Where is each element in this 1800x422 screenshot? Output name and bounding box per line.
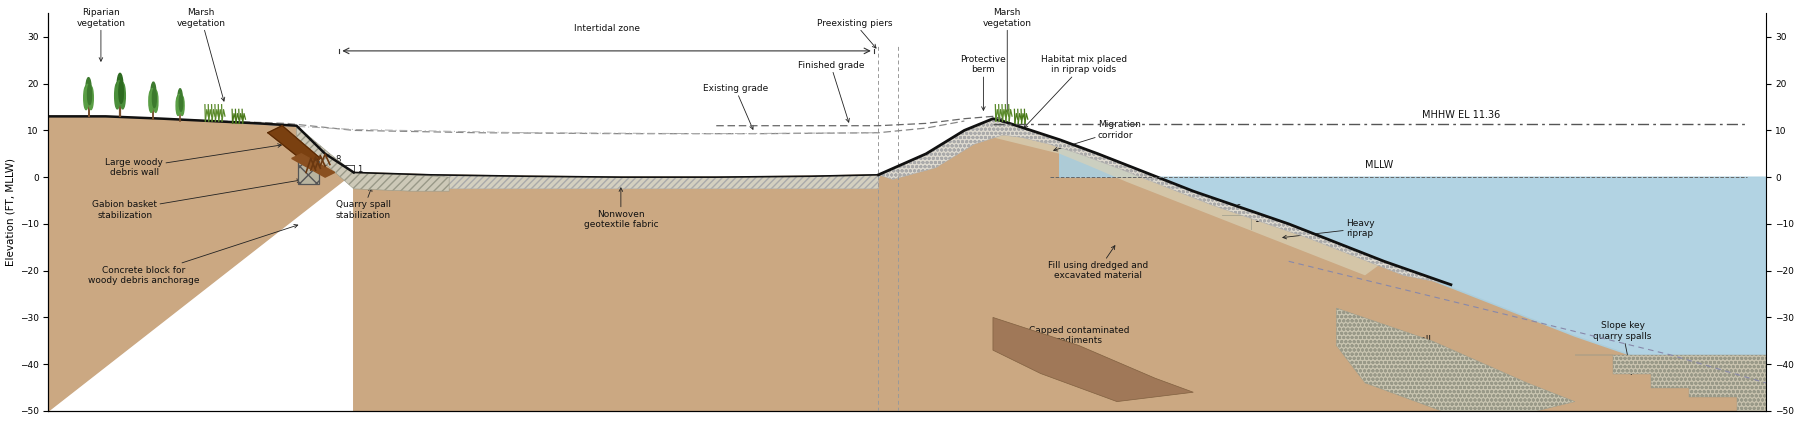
Circle shape	[117, 73, 122, 103]
Polygon shape	[1336, 308, 1575, 411]
Circle shape	[119, 81, 124, 103]
Text: Fill using dredged and
excavated material: Fill using dredged and excavated materia…	[1048, 246, 1148, 280]
Text: 2.6: 2.6	[1229, 204, 1242, 213]
Text: Slope key
quarry spalls: Slope key quarry spalls	[1593, 322, 1652, 375]
Text: Heavy
riprap: Heavy riprap	[1283, 219, 1375, 239]
Text: Preexisting piers: Preexisting piers	[817, 19, 893, 48]
Text: Quarry spall
stabilization: Quarry spall stabilization	[1375, 335, 1431, 370]
Text: Intertidal zone: Intertidal zone	[574, 24, 639, 33]
Text: MLLW: MLLW	[1364, 160, 1393, 170]
Text: Marsh
vegetation: Marsh vegetation	[983, 8, 1031, 113]
Text: Habitat mix placed
in riprap voids: Habitat mix placed in riprap voids	[1024, 55, 1127, 128]
Text: Gabion basket
stabilization: Gabion basket stabilization	[92, 179, 301, 219]
Polygon shape	[878, 119, 1451, 285]
Text: Capped contaminated
sediments: Capped contaminated sediments	[1028, 326, 1129, 356]
Text: Existing grade: Existing grade	[702, 84, 769, 129]
Text: Concrete block for
woody debris anchorage: Concrete block for woody debris anchorag…	[88, 225, 297, 285]
Polygon shape	[355, 119, 1766, 411]
Text: 1: 1	[356, 165, 362, 174]
Text: Nonwoven
geotextile fabric: Nonwoven geotextile fabric	[583, 188, 659, 229]
Text: Migration
corridor: Migration corridor	[1053, 120, 1141, 151]
Circle shape	[180, 95, 182, 111]
Text: Marsh
vegetation: Marsh vegetation	[176, 8, 225, 101]
Circle shape	[176, 96, 180, 116]
Circle shape	[115, 83, 121, 109]
Circle shape	[151, 89, 155, 108]
Circle shape	[88, 84, 92, 105]
Polygon shape	[1575, 355, 1766, 411]
Text: Protective
berm: Protective berm	[961, 55, 1006, 110]
Polygon shape	[268, 126, 320, 163]
Circle shape	[153, 89, 157, 108]
Circle shape	[178, 89, 182, 111]
Circle shape	[117, 81, 121, 103]
Circle shape	[88, 86, 94, 110]
Circle shape	[180, 96, 184, 116]
Bar	[299, 161, 319, 184]
Text: MHHW EL 11.36: MHHW EL 11.36	[1422, 110, 1501, 120]
Polygon shape	[49, 116, 355, 411]
Polygon shape	[297, 126, 450, 191]
Polygon shape	[1060, 140, 1766, 397]
Circle shape	[151, 82, 157, 108]
Text: Large woody
debris wall: Large woody debris wall	[106, 144, 281, 178]
Text: Quarry spall
stabilization: Quarry spall stabilization	[337, 188, 391, 219]
Polygon shape	[994, 317, 1193, 402]
Text: Finished grade: Finished grade	[797, 61, 864, 122]
Y-axis label: Elevation (FT, MLLW): Elevation (FT, MLLW)	[5, 158, 16, 266]
Text: 1: 1	[1253, 214, 1258, 224]
Circle shape	[178, 95, 182, 111]
Circle shape	[86, 78, 92, 105]
Text: Riparian
vegetation: Riparian vegetation	[76, 8, 126, 61]
Circle shape	[149, 90, 153, 112]
Circle shape	[153, 90, 158, 112]
Polygon shape	[878, 119, 1384, 275]
Polygon shape	[292, 154, 335, 177]
Circle shape	[121, 83, 126, 109]
Text: 8: 8	[337, 155, 342, 164]
Circle shape	[85, 84, 90, 105]
Polygon shape	[355, 173, 878, 189]
Circle shape	[85, 86, 88, 110]
